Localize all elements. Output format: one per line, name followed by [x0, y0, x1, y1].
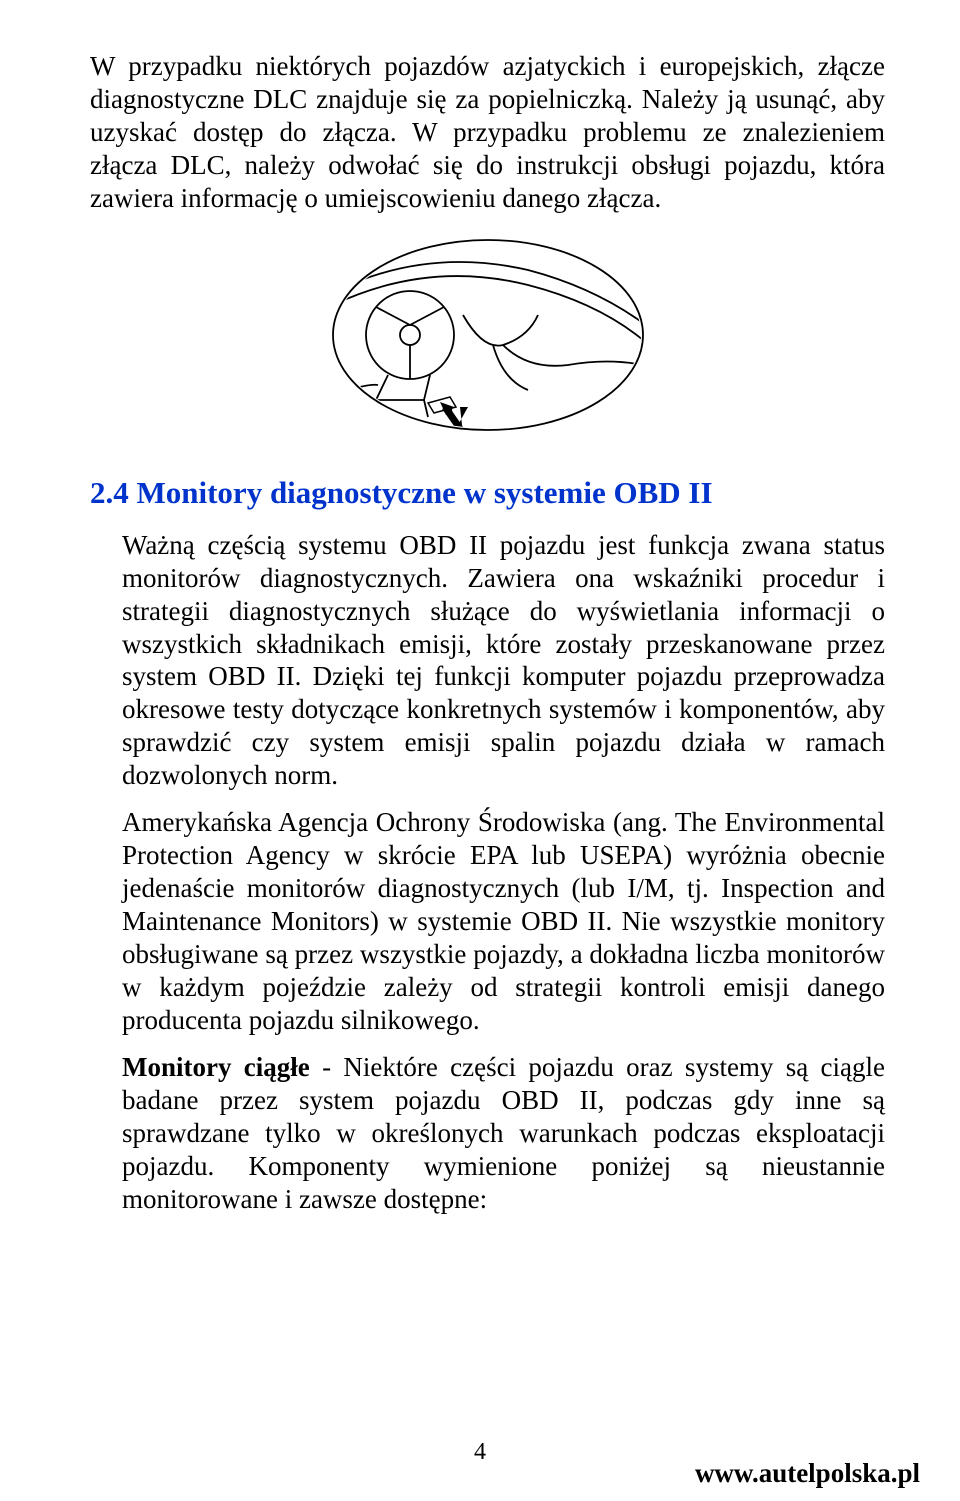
footer-url: www.autelpolska.pl [695, 1458, 920, 1489]
section-heading: 2.4 Monitory diagnostyczne w systemie OB… [90, 475, 885, 511]
body-paragraph-3: Monitory ciągłe - Niektóre części pojazd… [122, 1051, 885, 1216]
continuous-monitors-label: Monitory ciągłe [122, 1052, 310, 1082]
body-paragraph-1: Ważną częścią systemu OBD II pojazdu jes… [122, 529, 885, 793]
body-paragraph-2: Amerykańska Agencja Ochrony Środowiska (… [122, 806, 885, 1037]
intro-paragraph: W przypadku niektórych pojazdów azjatyck… [90, 50, 885, 215]
dlc-diagram [90, 235, 885, 440]
